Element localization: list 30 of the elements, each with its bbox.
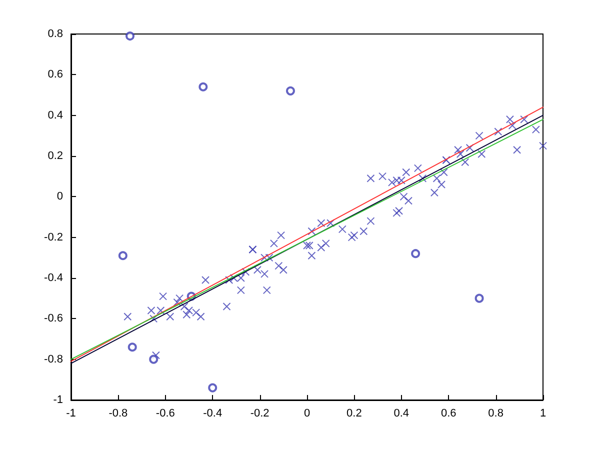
y-tick-label: -0.2 bbox=[44, 231, 63, 244]
y-tick-label: -0.4 bbox=[44, 272, 63, 284]
x-tick-label: -0.4 bbox=[203, 408, 222, 420]
point bbox=[411, 249, 420, 258]
y-tick-label: -1 bbox=[53, 394, 63, 406]
point bbox=[208, 383, 218, 392]
y-tick-label: 0.6 bbox=[48, 68, 63, 81]
y-tick-label: 0 bbox=[56, 190, 63, 203]
x-tick-label: -1 bbox=[66, 408, 76, 420]
x-tick-label: -0.6 bbox=[156, 408, 175, 420]
x-tick-label: 1 bbox=[540, 408, 546, 420]
point bbox=[474, 294, 484, 303]
y-tick-label: 0.2 bbox=[48, 150, 63, 162]
x-tick-label: 0.4 bbox=[394, 408, 410, 420]
point bbox=[286, 86, 295, 96]
x-tick-label: -0.2 bbox=[250, 408, 270, 420]
point bbox=[198, 82, 208, 92]
x-tick-label: 0 bbox=[304, 408, 310, 420]
y-tick-label: -0.8 bbox=[44, 353, 63, 366]
point bbox=[149, 354, 158, 364]
y-tick-label: -0.6 bbox=[44, 312, 63, 325]
y-tick-label: 0.4 bbox=[48, 109, 63, 122]
point bbox=[126, 32, 134, 41]
y-tick-label: 0.8 bbox=[48, 28, 63, 40]
x-tick-label: 0.6 bbox=[440, 408, 456, 420]
x-tick-label: 0.8 bbox=[488, 408, 504, 420]
point bbox=[118, 251, 128, 260]
point bbox=[128, 342, 137, 352]
x-tick-label: -0.8 bbox=[108, 408, 128, 420]
x-tick-label: 0.2 bbox=[346, 408, 362, 420]
